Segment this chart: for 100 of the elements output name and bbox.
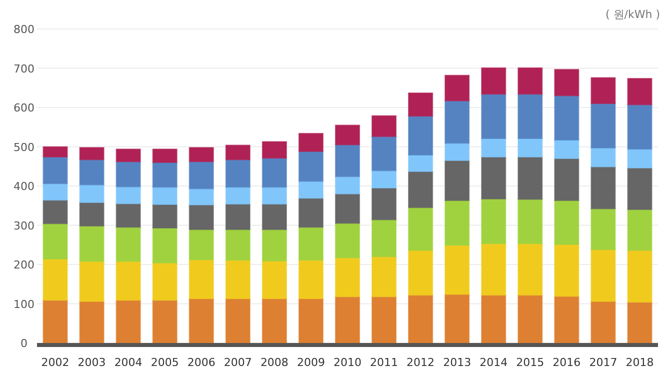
x-tick-label: 2003 bbox=[78, 356, 106, 369]
bar bbox=[408, 294, 434, 344]
bar bbox=[116, 148, 141, 162]
bar bbox=[554, 200, 580, 245]
bar bbox=[627, 104, 652, 150]
x-tick-label: 2004 bbox=[114, 356, 142, 369]
bar bbox=[371, 296, 397, 344]
x-tick-label: 2013 bbox=[443, 356, 472, 369]
y-tick-label: 800 bbox=[14, 23, 34, 36]
y-tick-label: 400 bbox=[14, 180, 34, 193]
y-tick-label: 600 bbox=[14, 102, 34, 114]
bar bbox=[79, 300, 104, 344]
bar bbox=[481, 294, 506, 344]
bar bbox=[116, 203, 141, 228]
bar bbox=[627, 209, 652, 251]
bar bbox=[371, 219, 397, 258]
bar bbox=[298, 298, 324, 344]
bar bbox=[444, 142, 470, 161]
bar bbox=[408, 250, 434, 296]
bar bbox=[225, 204, 250, 230]
y-axis-title: ( 원/kWh ) bbox=[605, 8, 660, 21]
y-tick-label: 300 bbox=[14, 219, 34, 232]
bar bbox=[79, 202, 104, 227]
bar bbox=[188, 204, 214, 230]
bar bbox=[152, 186, 178, 205]
bar bbox=[481, 138, 506, 158]
bar bbox=[262, 141, 287, 159]
bar bbox=[590, 208, 616, 250]
bar bbox=[371, 170, 397, 188]
bar bbox=[116, 226, 141, 262]
y-tick-label: 200 bbox=[14, 258, 34, 272]
bar bbox=[554, 140, 580, 160]
x-tick-label: 2012 bbox=[406, 356, 435, 369]
x-tick-label: 2014 bbox=[480, 356, 508, 369]
y-tick-label: 500 bbox=[14, 140, 34, 154]
x-tick-label: 2018 bbox=[626, 356, 654, 369]
bar bbox=[225, 186, 250, 205]
bar bbox=[188, 298, 214, 344]
bar bbox=[554, 158, 580, 202]
bar bbox=[225, 260, 250, 300]
bar bbox=[590, 300, 616, 344]
bar bbox=[481, 156, 506, 200]
y-tick-label: 100 bbox=[14, 298, 34, 311]
x-tick-label: 2010 bbox=[334, 356, 362, 369]
bar bbox=[116, 300, 141, 344]
bar bbox=[152, 262, 178, 301]
bar bbox=[334, 144, 360, 178]
bar bbox=[334, 257, 360, 298]
bar bbox=[627, 167, 652, 210]
bar bbox=[334, 222, 360, 258]
bar bbox=[298, 132, 324, 152]
bar bbox=[554, 95, 580, 141]
bar bbox=[188, 161, 214, 190]
bar bbox=[152, 162, 178, 188]
bar bbox=[298, 180, 324, 199]
bar bbox=[298, 226, 324, 261]
bar bbox=[444, 74, 470, 102]
bar bbox=[188, 188, 214, 206]
bar bbox=[481, 243, 506, 296]
bar bbox=[79, 147, 104, 160]
bar bbox=[518, 243, 543, 296]
bar bbox=[371, 115, 397, 138]
bar bbox=[152, 227, 178, 264]
bar bbox=[518, 67, 543, 95]
bar bbox=[152, 204, 178, 228]
bar bbox=[371, 256, 397, 298]
bar bbox=[152, 148, 178, 163]
x-tick-label: 2015 bbox=[516, 356, 544, 369]
x-tick-label: 2006 bbox=[187, 356, 216, 369]
y-tick-label: 700 bbox=[14, 62, 34, 76]
bar bbox=[554, 68, 580, 96]
bar bbox=[518, 138, 543, 158]
bar bbox=[481, 67, 506, 95]
bar bbox=[590, 77, 616, 104]
x-tick-label: 2008 bbox=[260, 356, 288, 369]
bar bbox=[627, 78, 652, 106]
bar bbox=[590, 166, 616, 210]
bar bbox=[590, 103, 616, 148]
bar bbox=[481, 198, 506, 244]
bar bbox=[79, 159, 104, 186]
bar bbox=[262, 158, 287, 188]
bar bbox=[334, 176, 360, 194]
bar bbox=[334, 193, 360, 224]
bar bbox=[42, 223, 68, 260]
bar bbox=[408, 116, 434, 156]
bar bbox=[627, 302, 652, 344]
bar bbox=[481, 94, 506, 140]
x-tick-label: 2017 bbox=[589, 356, 618, 369]
bar bbox=[408, 154, 434, 172]
x-tick-label: 2002 bbox=[41, 356, 70, 369]
bar bbox=[444, 100, 470, 144]
bar bbox=[334, 296, 360, 344]
bar bbox=[334, 124, 360, 146]
bar bbox=[408, 207, 434, 251]
bar bbox=[42, 146, 68, 158]
bar bbox=[408, 92, 434, 117]
bar bbox=[42, 300, 68, 344]
bar bbox=[116, 260, 141, 301]
bar bbox=[225, 229, 250, 261]
bar bbox=[444, 160, 470, 202]
